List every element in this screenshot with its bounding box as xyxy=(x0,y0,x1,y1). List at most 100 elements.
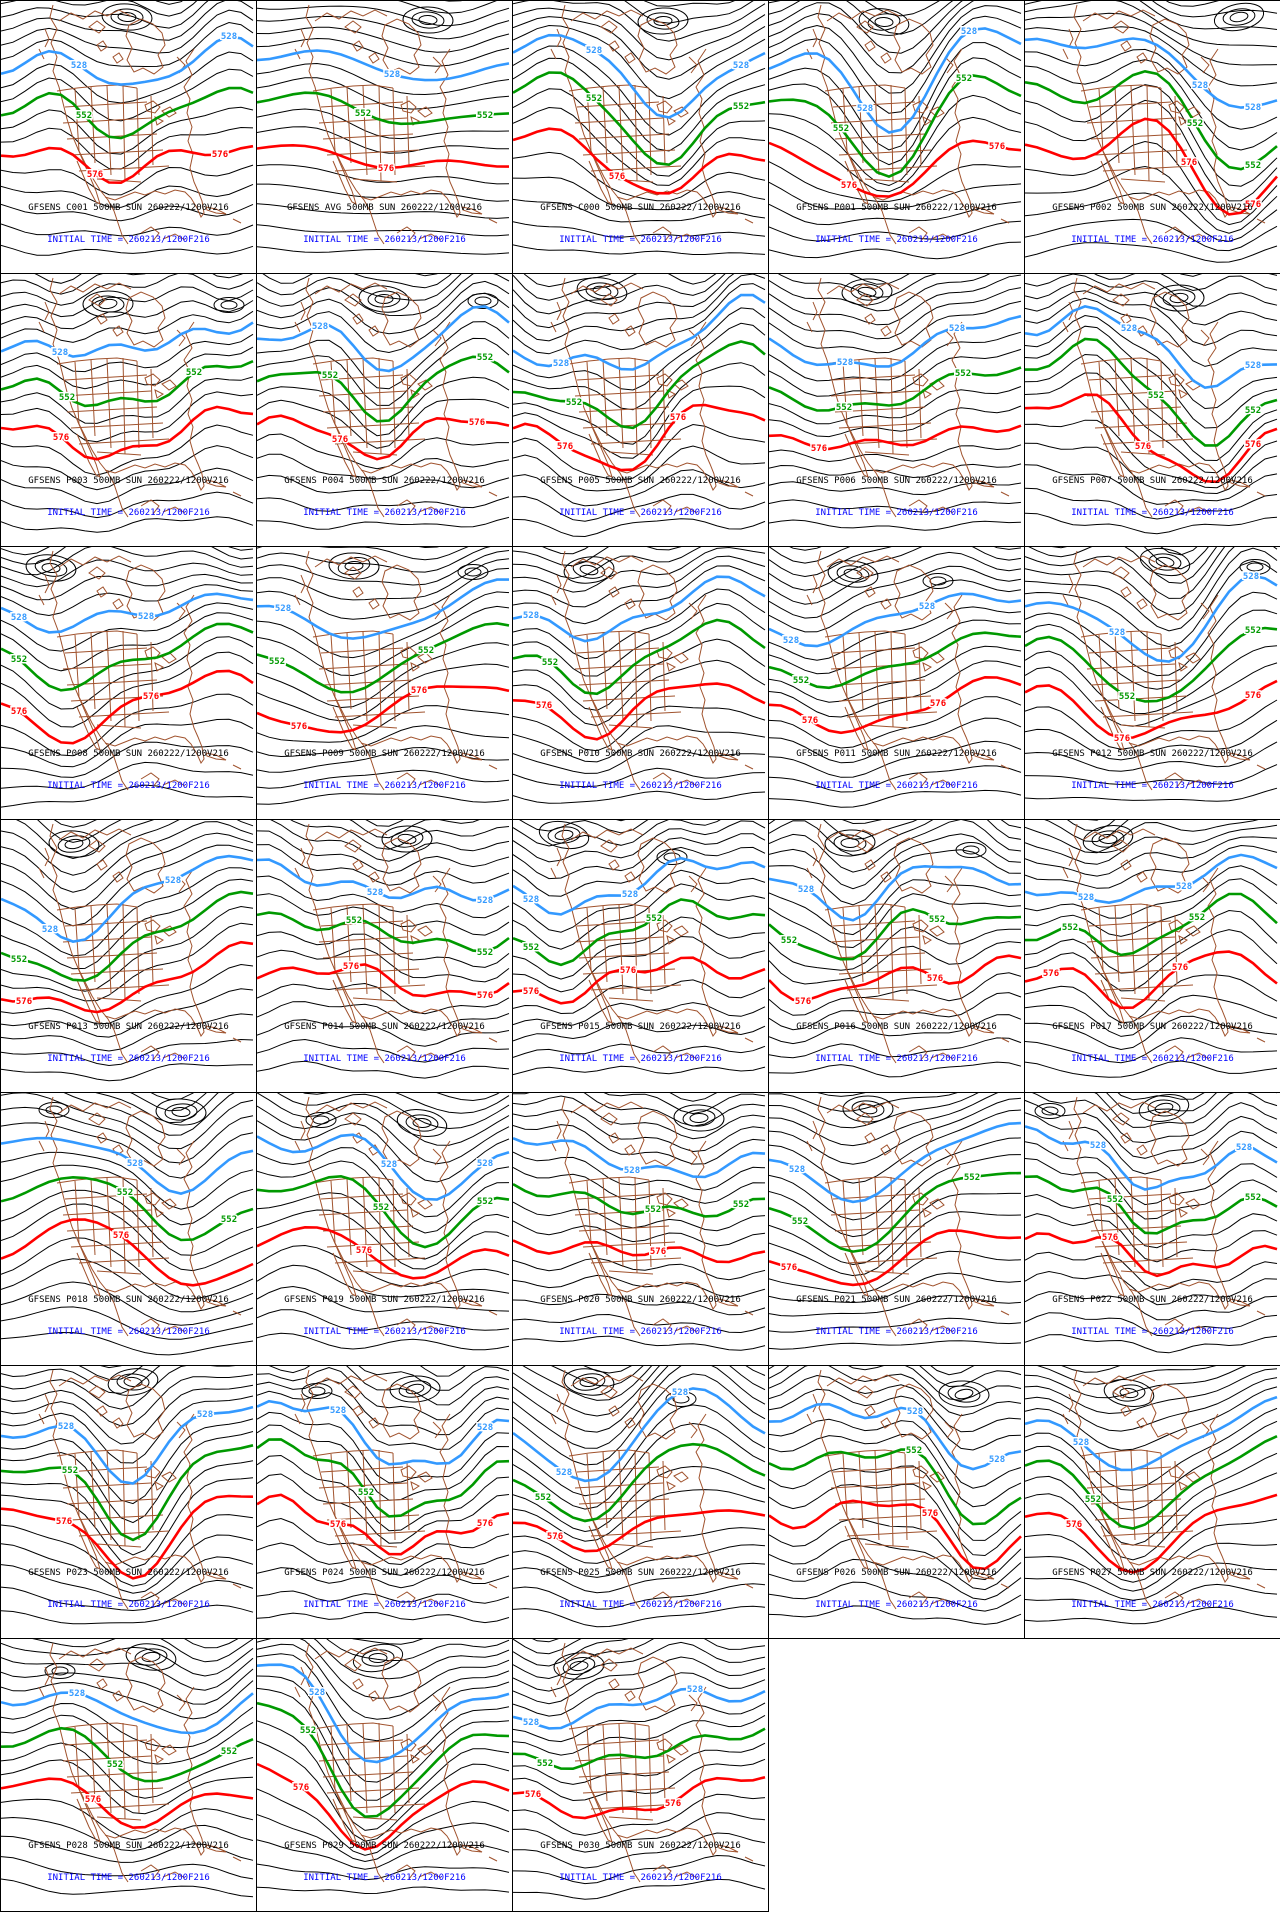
contour-label-552: 552 xyxy=(346,916,362,926)
panel-title: GFSENS P008 500MB SUN 260222/1200V216 xyxy=(28,749,229,759)
contour-label-576: 576 xyxy=(113,1231,129,1241)
panel-initial-time: INITIAL TIME = 260213/1200F216 xyxy=(47,1326,210,1337)
panel-caption: GFSENS P018 500MB SUN 260222/1200V216 IN… xyxy=(1,1274,256,1358)
contour-label-576: 576 xyxy=(665,1799,681,1809)
highlight-contour-552 xyxy=(769,366,1022,412)
closed-low-contours xyxy=(1082,824,1134,854)
panel-caption: GFSENS P024 500MB SUN 260222/1200V216 IN… xyxy=(257,1547,512,1631)
contour-map: 528 528 552 576 xyxy=(769,1366,1022,1625)
closed-low-contours xyxy=(1153,284,1205,312)
highlight-contour-576 xyxy=(513,1239,766,1264)
panel-initial-time: INITIAL TIME = 260213/1200F216 xyxy=(47,1599,210,1610)
height-contours-black xyxy=(513,820,766,1076)
panel-title: GFSENS P004 500MB SUN 260222/1200V216 xyxy=(284,476,485,486)
panel-caption: GFSENS P021 500MB SUN 260222/1200V216 IN… xyxy=(769,1274,1024,1358)
contour-label-528: 528 xyxy=(312,322,328,332)
height-contours-black xyxy=(1,547,254,808)
contour-label-552: 552 xyxy=(1107,1195,1123,1205)
forecast-panel-p007: 528 528 552 552 576 576 GFSENS P007 500MB SUN… xyxy=(1025,274,1280,547)
contour-label-576: 576 xyxy=(811,444,827,454)
contour-label-528: 528 xyxy=(127,1159,143,1169)
highlight-contour-552 xyxy=(257,1438,510,1518)
forecast-panel-p013: 528 528 552 576 GFSENS P013 500MB SUN 26022… xyxy=(1,820,257,1093)
contour-label-552: 552 xyxy=(477,111,493,121)
panel-title: GFSENS P021 500MB SUN 260222/1200V216 xyxy=(796,1295,997,1305)
panel-caption: GFSENS P022 500MB SUN 260222/1200V216 IN… xyxy=(1025,1274,1280,1358)
contour-label-576: 576 xyxy=(609,172,625,182)
panel-caption: GFSENS P027 500MB SUN 260222/1200V216 IN… xyxy=(1025,1547,1280,1631)
contour-label-576: 576 xyxy=(293,1783,309,1793)
highlight-contour-552 xyxy=(1025,337,1278,447)
panel-title: GFSENS P010 500MB SUN 260222/1200V216 xyxy=(540,749,741,759)
forecast-panel-p018: 528 552 552 576 GFSENS P018 500MB SUN 26022… xyxy=(1,1093,257,1366)
highlight-contour-552 xyxy=(1,1444,254,1542)
contour-label-528: 528 xyxy=(71,61,87,71)
highlight-contour-528 xyxy=(1,321,254,358)
highlight-contour-552 xyxy=(513,898,766,967)
closed-low-contours xyxy=(1213,2,1265,32)
contour-label-552: 552 xyxy=(1245,626,1261,636)
panel-caption: GFSENS P026 500MB SUN 260222/1200V216 IN… xyxy=(769,1547,1024,1631)
highlight-contour-576 xyxy=(257,1493,510,1556)
contour-label-552: 552 xyxy=(477,353,493,363)
height-contours-black xyxy=(1,1366,254,1625)
panel-title: GFSENS P002 500MB SUN 260222/1200V216 xyxy=(1052,203,1253,213)
panel-caption: GFSENS P028 500MB SUN 260222/1200V216 IN… xyxy=(1,1820,256,1904)
panel-initial-time: INITIAL TIME = 260213/1200F216 xyxy=(559,1872,722,1883)
panel-initial-time: INITIAL TIME = 260213/1200F216 xyxy=(303,1326,466,1337)
panel-title: GFSENS P022 500MB SUN 260222/1200V216 xyxy=(1052,1295,1253,1305)
north-america-basemap xyxy=(294,1369,498,1610)
contour-label-576: 576 xyxy=(989,142,1005,152)
panel-caption: GFSENS P029 500MB SUN 260222/1200V216 IN… xyxy=(257,1820,512,1904)
contour-label-552: 552 xyxy=(1148,391,1164,401)
forecast-panel-p023: 528 528 552 576 GFSENS P023 500MB SUN 26022… xyxy=(1,1366,257,1639)
contour-label-528: 528 xyxy=(42,925,58,935)
contour-label-576: 576 xyxy=(411,686,427,696)
forecast-panel-p022: 528 528 552 552 576 GFSENS P022 500MB SUN 26… xyxy=(1025,1093,1280,1366)
contour-label-528: 528 xyxy=(523,611,539,621)
panel-initial-time: INITIAL TIME = 260213/1200F216 xyxy=(815,1599,978,1610)
highlight-contour-552 xyxy=(1025,1435,1278,1530)
contour-label-576: 576 xyxy=(1245,691,1261,701)
contour-map: 528 552 552 576 576 xyxy=(769,820,1022,1078)
highlight-contour-552 xyxy=(1,890,254,982)
forecast-panel-p005: 528 552 576 576 GFSENS P005 500MB SUN 26022… xyxy=(513,274,769,547)
panel-initial-time: INITIAL TIME = 260213/1200F216 xyxy=(303,1053,466,1064)
panel-title: GFSENS P029 500MB SUN 260222/1200V216 xyxy=(284,1841,485,1851)
closed-low-contours xyxy=(305,1108,448,1138)
highlight-contour-528 xyxy=(769,864,1022,922)
forecast-panel-c001: 528 528 552 576 576 GFSENS C001 500MB SUN 26… xyxy=(1,1,257,274)
contour-label-576: 576 xyxy=(356,1246,372,1256)
contour-label-576: 576 xyxy=(927,974,943,984)
contour-label-552: 552 xyxy=(59,393,75,403)
highlight-contour-528 xyxy=(513,575,766,643)
contour-label-528: 528 xyxy=(1073,1438,1089,1448)
closed-low-contours xyxy=(563,1368,697,1407)
panel-initial-time: INITIAL TIME = 260213/1200F216 xyxy=(559,507,722,518)
contour-label-552: 552 xyxy=(355,109,371,119)
highlight-contour-576 xyxy=(257,963,510,998)
contour-label-552: 552 xyxy=(62,1466,78,1476)
highlight-contour-576 xyxy=(1,1777,254,1830)
contour-map: 528 552 552 576 576 xyxy=(257,274,510,530)
contour-label-528: 528 xyxy=(165,876,181,886)
contour-label-576: 576 xyxy=(525,1790,541,1800)
height-contours-black xyxy=(257,1093,510,1351)
contour-map: 528 528 552 576 576 xyxy=(1,547,254,808)
panel-caption: GFSENS P004 500MB SUN 260222/1200V216 IN… xyxy=(257,455,512,539)
contour-map: 528 528 552 576 xyxy=(513,1366,766,1628)
contour-label-528: 528 xyxy=(907,1407,923,1417)
contour-label-576: 576 xyxy=(1135,442,1151,452)
north-america-basemap xyxy=(550,1369,754,1610)
contour-label-552: 552 xyxy=(586,94,602,104)
highlight-contour-552 xyxy=(1025,1175,1278,1235)
contour-label-576: 576 xyxy=(802,716,818,726)
contour-label-576: 576 xyxy=(330,1520,346,1530)
panel-caption: GFSENS P002 500MB SUN 260222/1200V216 IN… xyxy=(1025,182,1280,266)
contour-label-528: 528 xyxy=(11,613,27,623)
north-america-basemap xyxy=(38,1096,242,1337)
highlight-contour-552 xyxy=(257,355,510,423)
contour-label-552: 552 xyxy=(792,1217,808,1227)
forecast-panel-p002: 528 528 552 552 576 576 GFSENS P002 500MB SUN… xyxy=(1025,1,1280,274)
highlight-contour-576 xyxy=(257,414,510,461)
